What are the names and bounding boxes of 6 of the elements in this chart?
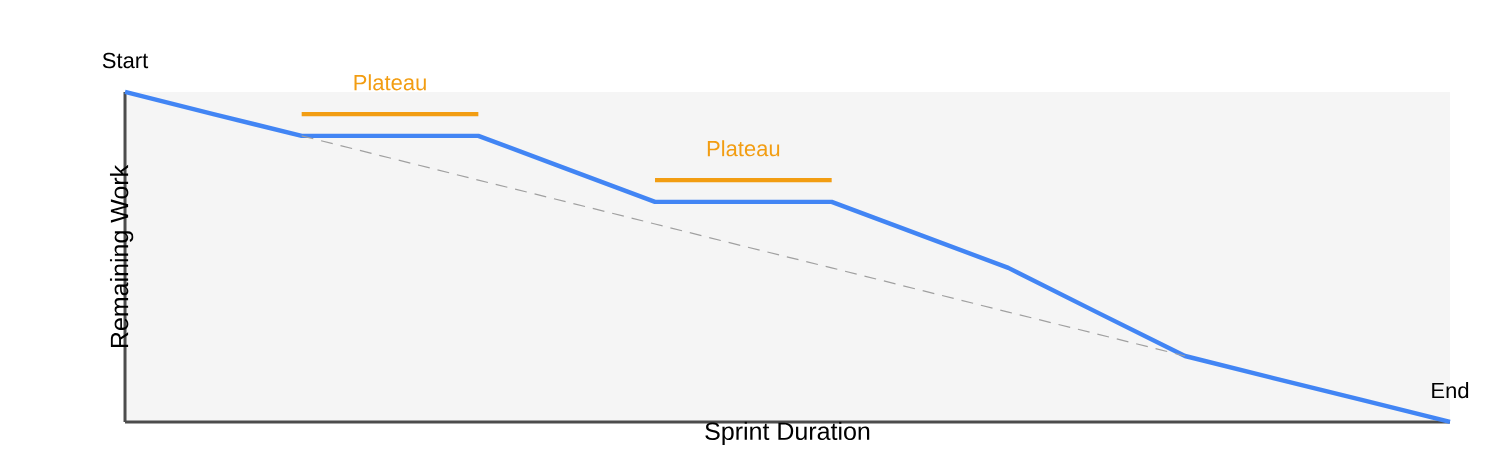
text: Start — [102, 52, 149, 69]
annotation: End — [1432, 382, 1469, 399]
x-axis-title: Sprint Duration — [705, 421, 870, 446]
series-label: Plateau — [707, 140, 780, 157]
y-axis-title: Remaining Work — [109, 164, 134, 348]
series-label: Plateau — [354, 74, 426, 91]
